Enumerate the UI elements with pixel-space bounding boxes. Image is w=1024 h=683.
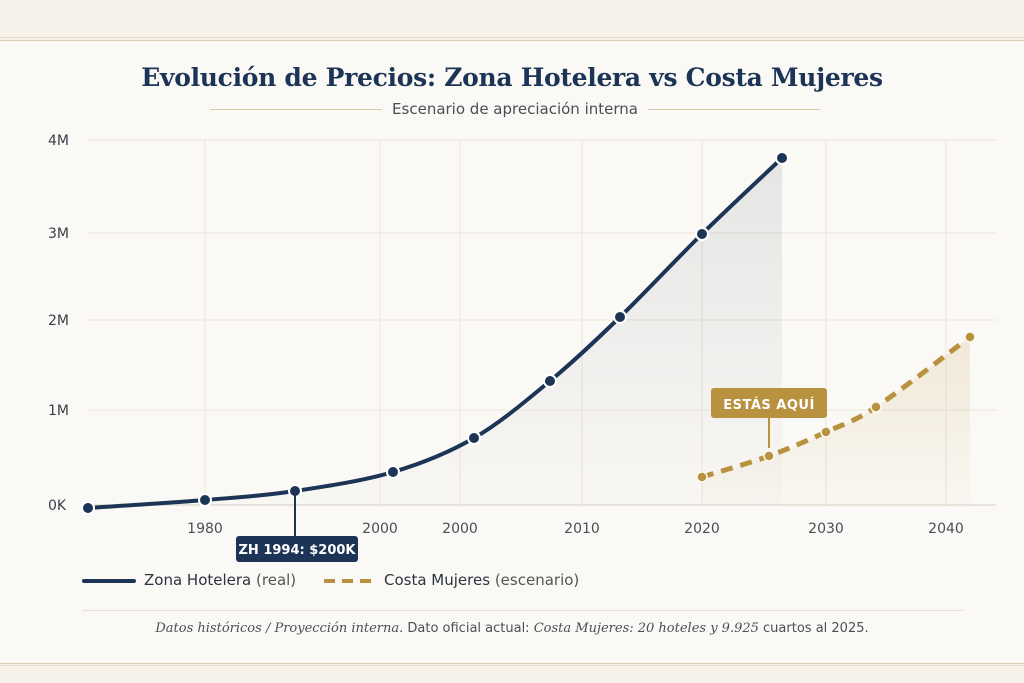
footer-rule (82, 610, 964, 611)
x-tick-label: 2030 (808, 521, 844, 537)
point-costa-mujeres (820, 426, 832, 438)
footnote-official: Dato oficial actual: (403, 621, 534, 636)
x-tick-label: 2020 (684, 521, 720, 537)
chart-subtitle: Escenario de apreciación interna (382, 100, 648, 118)
x-tick-label: 1980 (187, 521, 223, 537)
x-tick-label: 2000 (442, 521, 478, 537)
x-tick-label: 2010 (564, 521, 600, 537)
footnote: Datos históricos / Proyección interna. D… (0, 621, 1024, 636)
y-tick-label: 0K (48, 498, 67, 514)
legend-suffix-costa-mujeres: (escenario) (494, 571, 580, 589)
point-costa-mujeres (763, 450, 775, 462)
y-axis: 4M 3M 2M 1M 0K (48, 133, 69, 514)
point-zona-hotelera (386, 465, 400, 479)
top-rule (0, 37, 1024, 38)
chart-card (0, 40, 1024, 664)
chart-title: Evolución de Precios: Zona Hotelera vs C… (141, 63, 883, 92)
footnote-end: cuartos al 2025. (758, 621, 869, 636)
x-tick-label: 2040 (928, 521, 964, 537)
point-zona-hotelera (543, 374, 557, 388)
point-zona-hotelera (613, 310, 627, 324)
point-costa-mujeres (964, 331, 976, 343)
x-tick-label: 2000 (362, 521, 398, 537)
bottom-rule (0, 665, 1024, 666)
point-costa-mujeres (696, 471, 708, 483)
callout-box-zh-1994 (236, 536, 358, 562)
footnote-source: Datos históricos / Proyección interna. (155, 621, 404, 636)
subtitle-row: Escenario de apreciación interna (210, 100, 820, 122)
area-costa-mujeres (702, 337, 970, 505)
point-zona-hotelera (81, 501, 95, 515)
point-costa-mujeres (870, 401, 882, 413)
callout-box-estas-aqui (711, 388, 827, 418)
point-zona-hotelera (695, 227, 709, 241)
callout-label-estas-aqui: ESTÁS AQUÍ (723, 397, 815, 413)
area-zona-hotelera (88, 158, 782, 508)
footnote-detail: Costa Mujeres: 20 hoteles y 9.925 (533, 621, 759, 636)
legend-label-zona-hotelera: Zona Hotelera (144, 571, 252, 589)
series-points (81, 151, 976, 515)
point-zona-hotelera (775, 151, 789, 165)
callout-label-zh-1994: ZH 1994: $200K (239, 543, 357, 558)
x-axis: 1980 2000 2000 2010 2020 2030 2040 (187, 521, 964, 537)
annotations: ZH 1994: $200K ESTÁS AQUÍ (236, 388, 827, 562)
legend-label-costa-mujeres: Costa Mujeres (384, 571, 491, 589)
line-costa-mujeres (701, 334, 972, 480)
y-tick-label: 3M (48, 226, 69, 242)
legend-suffix-zona-hotelera: (real) (256, 571, 297, 589)
y-tick-label: 4M (48, 133, 69, 149)
area-fills (88, 158, 970, 508)
y-tick-label: 1M (48, 403, 69, 419)
legend-swatch-dashed (324, 579, 376, 583)
y-tick-label: 2M (48, 313, 69, 329)
point-zona-hotelera (198, 493, 212, 507)
point-zona-hotelera (467, 431, 481, 445)
legend-swatch-solid (82, 579, 136, 583)
